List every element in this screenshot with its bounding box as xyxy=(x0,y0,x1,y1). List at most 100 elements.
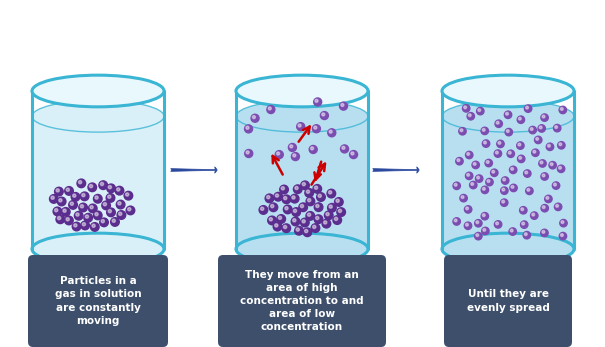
Circle shape xyxy=(454,219,457,222)
Circle shape xyxy=(498,142,501,144)
Circle shape xyxy=(300,204,304,208)
Circle shape xyxy=(74,224,77,227)
Circle shape xyxy=(517,142,524,149)
Circle shape xyxy=(76,213,79,216)
Circle shape xyxy=(82,223,85,226)
Circle shape xyxy=(561,221,564,223)
Circle shape xyxy=(88,183,97,192)
Bar xyxy=(32,116,164,249)
Circle shape xyxy=(481,186,489,194)
Circle shape xyxy=(539,160,546,167)
Circle shape xyxy=(333,216,342,225)
Circle shape xyxy=(311,224,320,232)
Circle shape xyxy=(542,174,545,177)
Circle shape xyxy=(296,228,299,231)
Circle shape xyxy=(536,137,538,140)
Circle shape xyxy=(517,116,525,124)
Circle shape xyxy=(510,184,517,192)
Circle shape xyxy=(117,188,120,191)
Circle shape xyxy=(77,179,85,188)
Circle shape xyxy=(306,190,310,193)
Circle shape xyxy=(292,208,301,216)
Circle shape xyxy=(502,200,505,203)
Circle shape xyxy=(506,112,508,115)
Circle shape xyxy=(56,215,65,223)
Bar xyxy=(236,116,368,249)
Circle shape xyxy=(555,204,558,207)
Circle shape xyxy=(321,111,329,120)
Circle shape xyxy=(502,188,505,191)
Circle shape xyxy=(529,126,537,134)
Circle shape xyxy=(533,150,536,153)
Circle shape xyxy=(111,218,119,226)
Circle shape xyxy=(63,209,66,212)
Circle shape xyxy=(502,177,509,184)
Circle shape xyxy=(495,222,499,225)
Circle shape xyxy=(80,192,89,201)
Circle shape xyxy=(541,173,548,180)
Circle shape xyxy=(505,128,512,136)
Circle shape xyxy=(108,186,111,189)
Circle shape xyxy=(482,227,489,235)
Circle shape xyxy=(316,204,319,208)
FancyBboxPatch shape xyxy=(28,255,168,347)
Circle shape xyxy=(290,145,293,148)
Circle shape xyxy=(542,115,545,118)
Circle shape xyxy=(324,211,333,220)
Circle shape xyxy=(554,125,561,132)
Circle shape xyxy=(520,221,528,228)
Circle shape xyxy=(494,221,502,228)
Circle shape xyxy=(521,208,524,211)
Circle shape xyxy=(116,200,125,209)
Circle shape xyxy=(517,155,525,163)
Circle shape xyxy=(85,215,88,218)
Circle shape xyxy=(548,144,551,147)
Circle shape xyxy=(507,150,514,158)
Circle shape xyxy=(54,209,58,212)
Circle shape xyxy=(310,147,313,150)
Circle shape xyxy=(267,105,275,113)
Circle shape xyxy=(557,165,565,172)
Circle shape xyxy=(473,162,476,165)
Circle shape xyxy=(100,218,108,227)
Circle shape xyxy=(74,211,83,220)
Circle shape xyxy=(119,212,122,215)
Ellipse shape xyxy=(236,100,368,132)
Circle shape xyxy=(454,183,457,186)
Circle shape xyxy=(246,151,249,154)
Circle shape xyxy=(327,189,336,198)
Circle shape xyxy=(542,230,545,233)
Circle shape xyxy=(329,130,332,133)
Circle shape xyxy=(315,99,318,102)
Circle shape xyxy=(117,211,126,219)
Circle shape xyxy=(108,195,111,198)
Circle shape xyxy=(466,174,469,176)
Circle shape xyxy=(329,205,332,208)
Circle shape xyxy=(464,106,466,109)
Circle shape xyxy=(487,180,490,183)
Circle shape xyxy=(503,178,506,181)
Circle shape xyxy=(552,182,560,189)
Circle shape xyxy=(525,233,527,236)
Circle shape xyxy=(341,103,344,107)
Circle shape xyxy=(296,122,305,130)
Circle shape xyxy=(485,159,492,167)
Circle shape xyxy=(477,108,484,115)
Circle shape xyxy=(313,98,322,106)
Circle shape xyxy=(559,106,566,114)
Circle shape xyxy=(500,199,508,206)
Circle shape xyxy=(508,151,511,154)
Circle shape xyxy=(554,203,562,211)
Circle shape xyxy=(341,145,348,153)
Circle shape xyxy=(301,181,309,189)
Circle shape xyxy=(95,213,98,216)
Circle shape xyxy=(511,168,514,170)
Circle shape xyxy=(328,129,336,137)
Circle shape xyxy=(486,161,489,163)
Circle shape xyxy=(538,125,545,132)
Circle shape xyxy=(560,234,563,237)
Circle shape xyxy=(522,222,525,225)
Circle shape xyxy=(337,208,345,217)
Circle shape xyxy=(65,187,73,195)
Circle shape xyxy=(539,126,542,129)
